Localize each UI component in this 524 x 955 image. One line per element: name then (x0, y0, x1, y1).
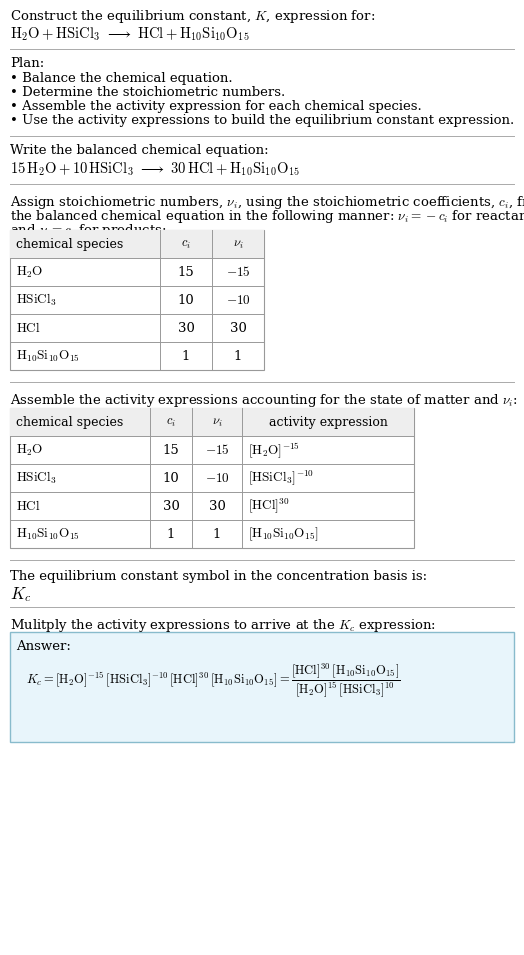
Text: 30: 30 (162, 499, 179, 513)
Text: $\mathrm{15\,H_2O + 10\,HSiCl_3}$ $\longrightarrow$ $\mathrm{30\,HCl + H_{10}Si_: $\mathrm{15\,H_2O + 10\,HSiCl_3}$ $\long… (10, 160, 300, 178)
Text: 30: 30 (209, 499, 225, 513)
Text: $\mathrm{H_{10}Si_{10}O_{15}}$: $\mathrm{H_{10}Si_{10}O_{15}}$ (16, 526, 80, 541)
Text: chemical species: chemical species (16, 238, 123, 250)
Text: $[\mathrm{H_2O}]^{-15}$: $[\mathrm{H_2O}]^{-15}$ (248, 440, 300, 459)
Text: 1: 1 (213, 527, 221, 541)
Text: $K_c$: $K_c$ (10, 585, 31, 604)
Text: $\mathrm{H_2O + HSiCl_3}$ $\longrightarrow$ $\mathrm{HCl + H_{10}Si_{10}O_{15}}$: $\mathrm{H_2O + HSiCl_3}$ $\longrightarr… (10, 25, 249, 43)
Text: 15: 15 (178, 265, 194, 279)
Text: • Use the activity expressions to build the equilibrium constant expression.: • Use the activity expressions to build … (10, 114, 514, 127)
Text: $[\mathrm{HCl}]^{30}$: $[\mathrm{HCl}]^{30}$ (248, 497, 290, 516)
Text: $\mathrm{H_{10}Si_{10}O_{15}}$: $\mathrm{H_{10}Si_{10}O_{15}}$ (16, 349, 80, 364)
Text: chemical species: chemical species (16, 415, 123, 429)
Text: $-10$: $-10$ (225, 293, 250, 307)
Bar (10, 408, 414, 436)
Text: 10: 10 (178, 293, 194, 307)
Text: Answer:: Answer: (16, 640, 71, 653)
Text: $-15$: $-15$ (226, 265, 250, 279)
Text: $[\mathrm{HSiCl_3}]^{-10}$: $[\mathrm{HSiCl_3}]^{-10}$ (248, 469, 314, 487)
Text: the balanced chemical equation in the following manner: $\nu_i = -c_i$ for react: the balanced chemical equation in the fo… (10, 208, 524, 225)
Text: $\nu_i$: $\nu_i$ (212, 415, 222, 429)
Text: $K_c = [\mathrm{H_2O}]^{-15}\,[\mathrm{HSiCl_3}]^{-10}\,[\mathrm{HCl}]^{30}\,[\m: $K_c = [\mathrm{H_2O}]^{-15}\,[\mathrm{H… (26, 662, 401, 700)
Text: $\nu_i$: $\nu_i$ (233, 238, 243, 250)
Bar (10, 230, 264, 370)
Bar (10, 230, 264, 258)
Text: 15: 15 (162, 443, 179, 456)
Text: $\mathrm{HSiCl_3}$: $\mathrm{HSiCl_3}$ (16, 292, 57, 308)
Text: activity expression: activity expression (269, 415, 387, 429)
Text: Write the balanced chemical equation:: Write the balanced chemical equation: (10, 144, 269, 157)
Text: • Determine the stoichiometric numbers.: • Determine the stoichiometric numbers. (10, 86, 285, 99)
Text: 30: 30 (178, 322, 194, 334)
Text: Mulitply the activity expressions to arrive at the $K_c$ expression:: Mulitply the activity expressions to arr… (10, 617, 436, 634)
Bar (10, 632, 514, 742)
Text: 10: 10 (162, 472, 179, 484)
Text: 1: 1 (234, 350, 242, 363)
Text: and $\nu_i = c_i$ for products:: and $\nu_i = c_i$ for products: (10, 222, 167, 239)
Text: Construct the equilibrium constant, $K$, expression for:: Construct the equilibrium constant, $K$,… (10, 8, 375, 25)
Bar (10, 408, 414, 548)
Text: Assign stoichiometric numbers, $\nu_i$, using the stoichiometric coefficients, $: Assign stoichiometric numbers, $\nu_i$, … (10, 194, 524, 211)
Text: $c_i$: $c_i$ (181, 238, 191, 250)
Text: 1: 1 (182, 350, 190, 363)
Text: $\mathrm{H_2O}$: $\mathrm{H_2O}$ (16, 442, 43, 457)
Text: 1: 1 (167, 527, 175, 541)
Text: $\mathrm{HCl}$: $\mathrm{HCl}$ (16, 499, 41, 513)
Text: $\mathrm{HCl}$: $\mathrm{HCl}$ (16, 321, 41, 335)
Text: $-15$: $-15$ (205, 443, 230, 457)
Text: $c_i$: $c_i$ (166, 415, 176, 429)
Text: Assemble the activity expressions accounting for the state of matter and $\nu_i$: Assemble the activity expressions accoun… (10, 392, 518, 409)
Text: $-10$: $-10$ (204, 472, 230, 484)
Text: The equilibrium constant symbol in the concentration basis is:: The equilibrium constant symbol in the c… (10, 570, 427, 583)
Text: $[\mathrm{H_{10}Si_{10}O_{15}}]$: $[\mathrm{H_{10}Si_{10}O_{15}}]$ (248, 525, 319, 542)
Text: 30: 30 (230, 322, 246, 334)
Text: • Assemble the activity expression for each chemical species.: • Assemble the activity expression for e… (10, 100, 422, 113)
Text: Plan:: Plan: (10, 57, 44, 70)
Text: • Balance the chemical equation.: • Balance the chemical equation. (10, 72, 233, 85)
Text: $\mathrm{H_2O}$: $\mathrm{H_2O}$ (16, 265, 43, 280)
Text: $\mathrm{HSiCl_3}$: $\mathrm{HSiCl_3}$ (16, 470, 57, 486)
